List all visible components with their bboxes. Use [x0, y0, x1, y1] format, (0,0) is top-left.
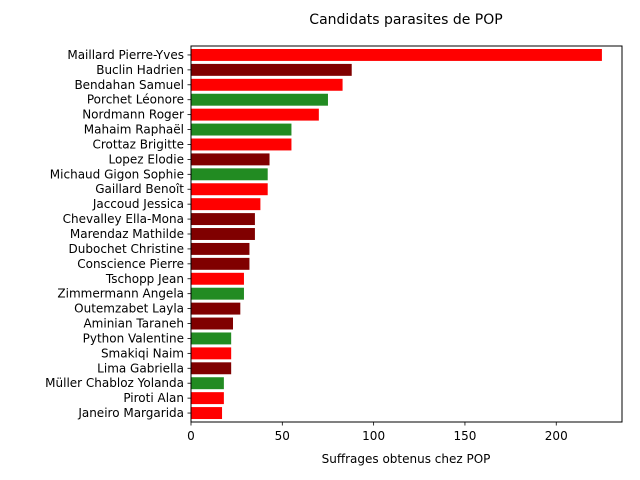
y-tick-label: Bendahan Samuel — [74, 78, 184, 92]
x-tick-label: 100 — [362, 429, 385, 443]
bar — [191, 317, 234, 330]
bar — [191, 63, 352, 76]
bar — [191, 377, 224, 390]
bar — [191, 272, 244, 285]
bar — [191, 392, 224, 405]
bar — [191, 287, 244, 300]
x-tick-label: 200 — [545, 429, 568, 443]
bar — [191, 347, 232, 360]
x-axis-ticks: 0 50 100 150 200 — [187, 422, 568, 443]
bar — [191, 78, 343, 91]
y-tick-label: Nordmann Roger — [82, 108, 184, 122]
y-tick-label: Buclin Hadrien — [96, 63, 184, 77]
y-tick-label: Michaud Gigon Sophie — [50, 167, 184, 181]
chart-title: Candidats parasites de POP — [309, 12, 502, 28]
y-tick-label: Müller Chabloz Yolanda — [45, 376, 184, 390]
y-tick-label: Outemzabet Layla — [74, 302, 184, 316]
y-tick-label: Chevalley Ella-Mona — [63, 212, 184, 226]
bar — [191, 407, 223, 420]
bar — [191, 257, 250, 270]
bar — [191, 198, 261, 211]
y-tick-label: Mahaim Raphaël — [84, 123, 184, 137]
bar — [191, 183, 268, 196]
bar — [191, 213, 255, 226]
y-tick-label: Gaillard Benoît — [95, 182, 184, 196]
bar — [191, 153, 270, 166]
y-tick-label: Dubochet Christine — [69, 242, 184, 256]
bar — [191, 123, 292, 136]
y-tick-label: Aminian Taraneh — [83, 317, 184, 331]
x-tick-label: 50 — [275, 429, 290, 443]
y-tick-label: Python Valentine — [83, 331, 184, 345]
y-tick-label: Piroti Alan — [123, 391, 184, 405]
x-tick-label: 0 — [187, 429, 195, 443]
bar — [191, 48, 602, 61]
y-tick-label: Lopez Elodie — [108, 152, 184, 166]
bar — [191, 168, 268, 181]
bar — [191, 332, 232, 345]
bar — [191, 362, 232, 375]
y-tick-label: Maillard Pierre-Yves — [67, 48, 184, 62]
y-tick-label: Jaccoud Jessica — [92, 197, 184, 211]
bars-group — [191, 48, 602, 420]
y-tick-label: Lima Gabriella — [97, 361, 184, 375]
y-tick-label: Conscience Pierre — [77, 257, 184, 271]
bar — [191, 93, 328, 106]
bar — [191, 242, 250, 255]
x-axis-label: Suffrages obtenus chez POP — [322, 452, 491, 466]
y-tick-label: Zimmermann Angela — [57, 287, 184, 301]
y-tick-label: Marendaz Mathilde — [70, 227, 184, 241]
y-tick-label: Janeiro Margarida — [77, 406, 184, 420]
bar — [191, 228, 255, 240]
x-tick-label: 150 — [453, 429, 476, 443]
y-tick-label: Crottaz Brigitte — [92, 137, 184, 151]
plot-frame — [190, 45, 623, 423]
bar — [191, 302, 241, 315]
y-tick-label: Smakiqi Naim — [101, 346, 184, 360]
y-tick-label: Porchet Léonore — [87, 93, 184, 107]
bar — [191, 138, 292, 151]
bar — [191, 108, 319, 121]
y-tick-label: Tschopp Jean — [105, 272, 184, 286]
